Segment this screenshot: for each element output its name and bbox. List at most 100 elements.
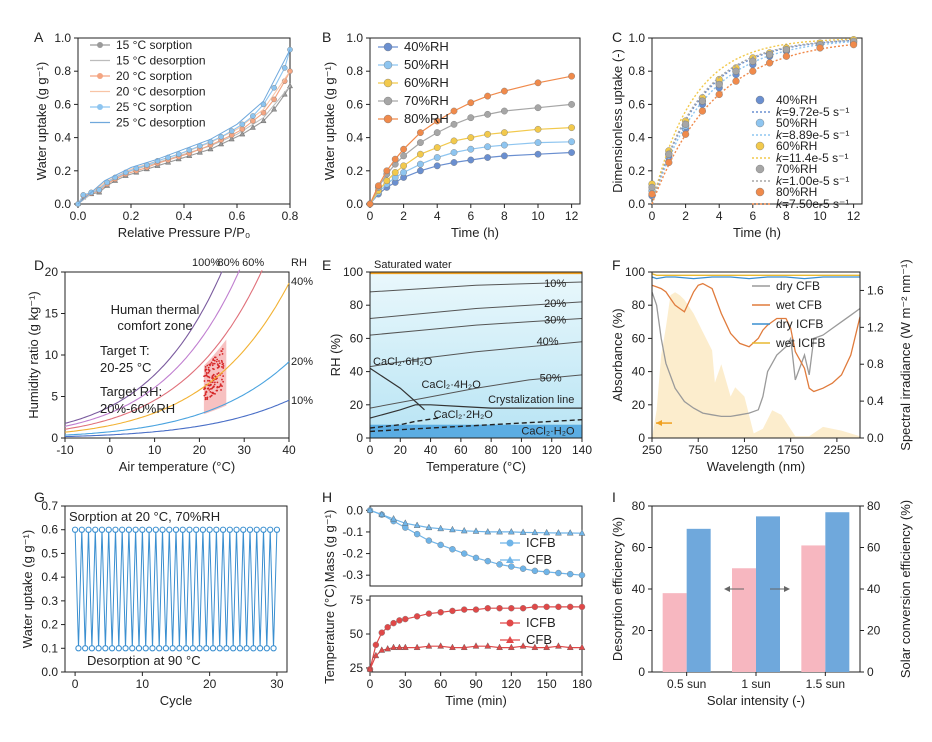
legend-marker (97, 73, 103, 79)
panel-a-sorption-marker (250, 113, 256, 119)
panel-i-category-label: 0.5 sun (667, 677, 706, 691)
panel-a-y-tick-label: 0.6 (54, 97, 71, 111)
panel-i-bar (801, 545, 826, 672)
legend-label: ICFB (526, 535, 556, 550)
legend-label: dry ICFB (776, 317, 823, 331)
legend-label: 40%RH (404, 39, 449, 54)
panel-c-x-tick-label: 12 (847, 209, 861, 223)
legend-marker (383, 96, 393, 106)
comfort-data-point (222, 375, 225, 377)
cycle-marker (149, 645, 156, 652)
y-axis-label: Humidity ratio (g kg⁻¹) (26, 291, 41, 419)
comfort-data-point (206, 364, 209, 367)
legend-label: 40%RH (776, 93, 817, 107)
legend-fit-label: k=7.50e-5 s⁻¹ (776, 197, 849, 211)
cycle-marker (273, 526, 281, 533)
y-axis-label: Absorbance (%) (610, 308, 625, 401)
comfort-data-point (212, 362, 214, 365)
panel-h-mass-marker (531, 528, 539, 535)
panel-b-series-marker (433, 144, 441, 151)
panel-b-series-marker (568, 101, 575, 108)
panel-a-sorption-marker (80, 192, 87, 198)
panel-e-x-tick-label: 140 (572, 443, 592, 457)
panel-g-y-tick-label: 0.5 (41, 546, 58, 560)
panel-b-series-marker (450, 137, 458, 145)
panel-h-bottom-y-tick-label: 75 (350, 593, 364, 607)
comfort-data-point (204, 396, 207, 399)
legend-marker (97, 42, 103, 48)
panel-b-series-marker (450, 149, 458, 156)
panel-g-y-tick-label: 0.6 (41, 523, 58, 537)
panel-g-y-tick-label: 0.7 (41, 499, 58, 513)
panel-b-y-tick-label: 0.2 (346, 164, 363, 178)
panel-a-sorption-marker (239, 121, 246, 128)
panel-h-temp-marker (425, 642, 433, 649)
panel-b-series-marker (400, 169, 407, 176)
iso-rh-line (369, 341, 583, 368)
cycle-marker (243, 645, 250, 652)
cycle-marker (82, 645, 89, 652)
cycle-marker (156, 645, 163, 652)
panel-h-temp-marker (437, 642, 444, 649)
cycle-marker (102, 645, 109, 652)
panel-h-x-tick-label: 120 (501, 677, 521, 691)
panel-b-series-marker (433, 154, 441, 161)
panel-h-temp-marker (555, 603, 562, 611)
panel-h-temp-marker (366, 665, 374, 672)
rh-curve-label: 40% (291, 276, 313, 288)
comfort-data-point (203, 380, 206, 382)
comfort-data-point (206, 398, 209, 401)
panel-c-y-tick-label: 0.0 (628, 197, 645, 211)
comfort-data-point (215, 360, 218, 363)
cycle-marker (162, 645, 170, 652)
panel-i-y-tick-label: 0 (638, 665, 645, 679)
panel-letter: B (322, 29, 331, 45)
comfort-data-point (221, 348, 224, 350)
comfort-data-point (218, 362, 221, 365)
legend-marker (506, 539, 514, 547)
legend-label: 20 °C sorption (116, 69, 192, 83)
panel-h-temp-marker (484, 642, 492, 649)
panel-c-data-marker (698, 107, 707, 115)
panel-c-data-marker (765, 59, 774, 67)
panel-e-frame (369, 271, 583, 439)
panel-e-y-tick-label: 0 (356, 431, 363, 445)
legend-label: 50%RH (776, 116, 817, 130)
panel-a-x-tick-label: 0.6 (229, 209, 246, 223)
panel-b-series-marker (416, 160, 424, 168)
rh-curve-label: 20% (291, 356, 313, 368)
comfort-data-point (212, 385, 215, 388)
panel-h-temp-marker (402, 615, 409, 623)
phase-boundary-dashed (369, 419, 583, 433)
comfort-data-point (211, 364, 214, 367)
panel-d-x-tick-label: 30 (238, 443, 252, 457)
panel-a-y-tick-label: 0.2 (54, 164, 71, 178)
fit-k-symbol: k (776, 128, 783, 142)
panel-i-y-right-tick-label: 20 (867, 624, 881, 638)
panel-h-mass-marker (496, 561, 503, 568)
panel-h-mass-marker (566, 529, 574, 536)
x-axis-label: Time (h) (451, 225, 499, 240)
panel-c-data-marker (765, 50, 774, 59)
legend-label: CFB (526, 632, 552, 647)
panel-c-y-tick-label: 1.0 (628, 31, 645, 45)
cycle-marker (78, 526, 85, 533)
panel-i-bar (732, 568, 756, 672)
panel-h-mass-marker (555, 569, 562, 577)
comfort-data-point (221, 378, 223, 381)
comfort-data-point (222, 365, 225, 367)
x-axis-label: Solar intensity (-) (707, 693, 805, 708)
iso-rh-label: 30% (544, 314, 566, 326)
cycle-marker (263, 645, 270, 652)
panel-h-mass-marker (567, 570, 574, 578)
panel-b-y-tick-label: 0.6 (346, 97, 363, 111)
panel-h-temp-marker (390, 619, 397, 627)
cycle-marker (92, 526, 99, 533)
saturated-water-label: Saturated water (374, 259, 452, 271)
legend-marker (506, 556, 514, 563)
panel-g-frame (64, 505, 288, 673)
panel-b-series-marker (400, 152, 407, 160)
panel-c-data-marker (849, 41, 858, 49)
y-axis-label: Mass (g g⁻¹) (322, 510, 337, 583)
panel-d-y-tick-label: 10 (45, 348, 59, 362)
